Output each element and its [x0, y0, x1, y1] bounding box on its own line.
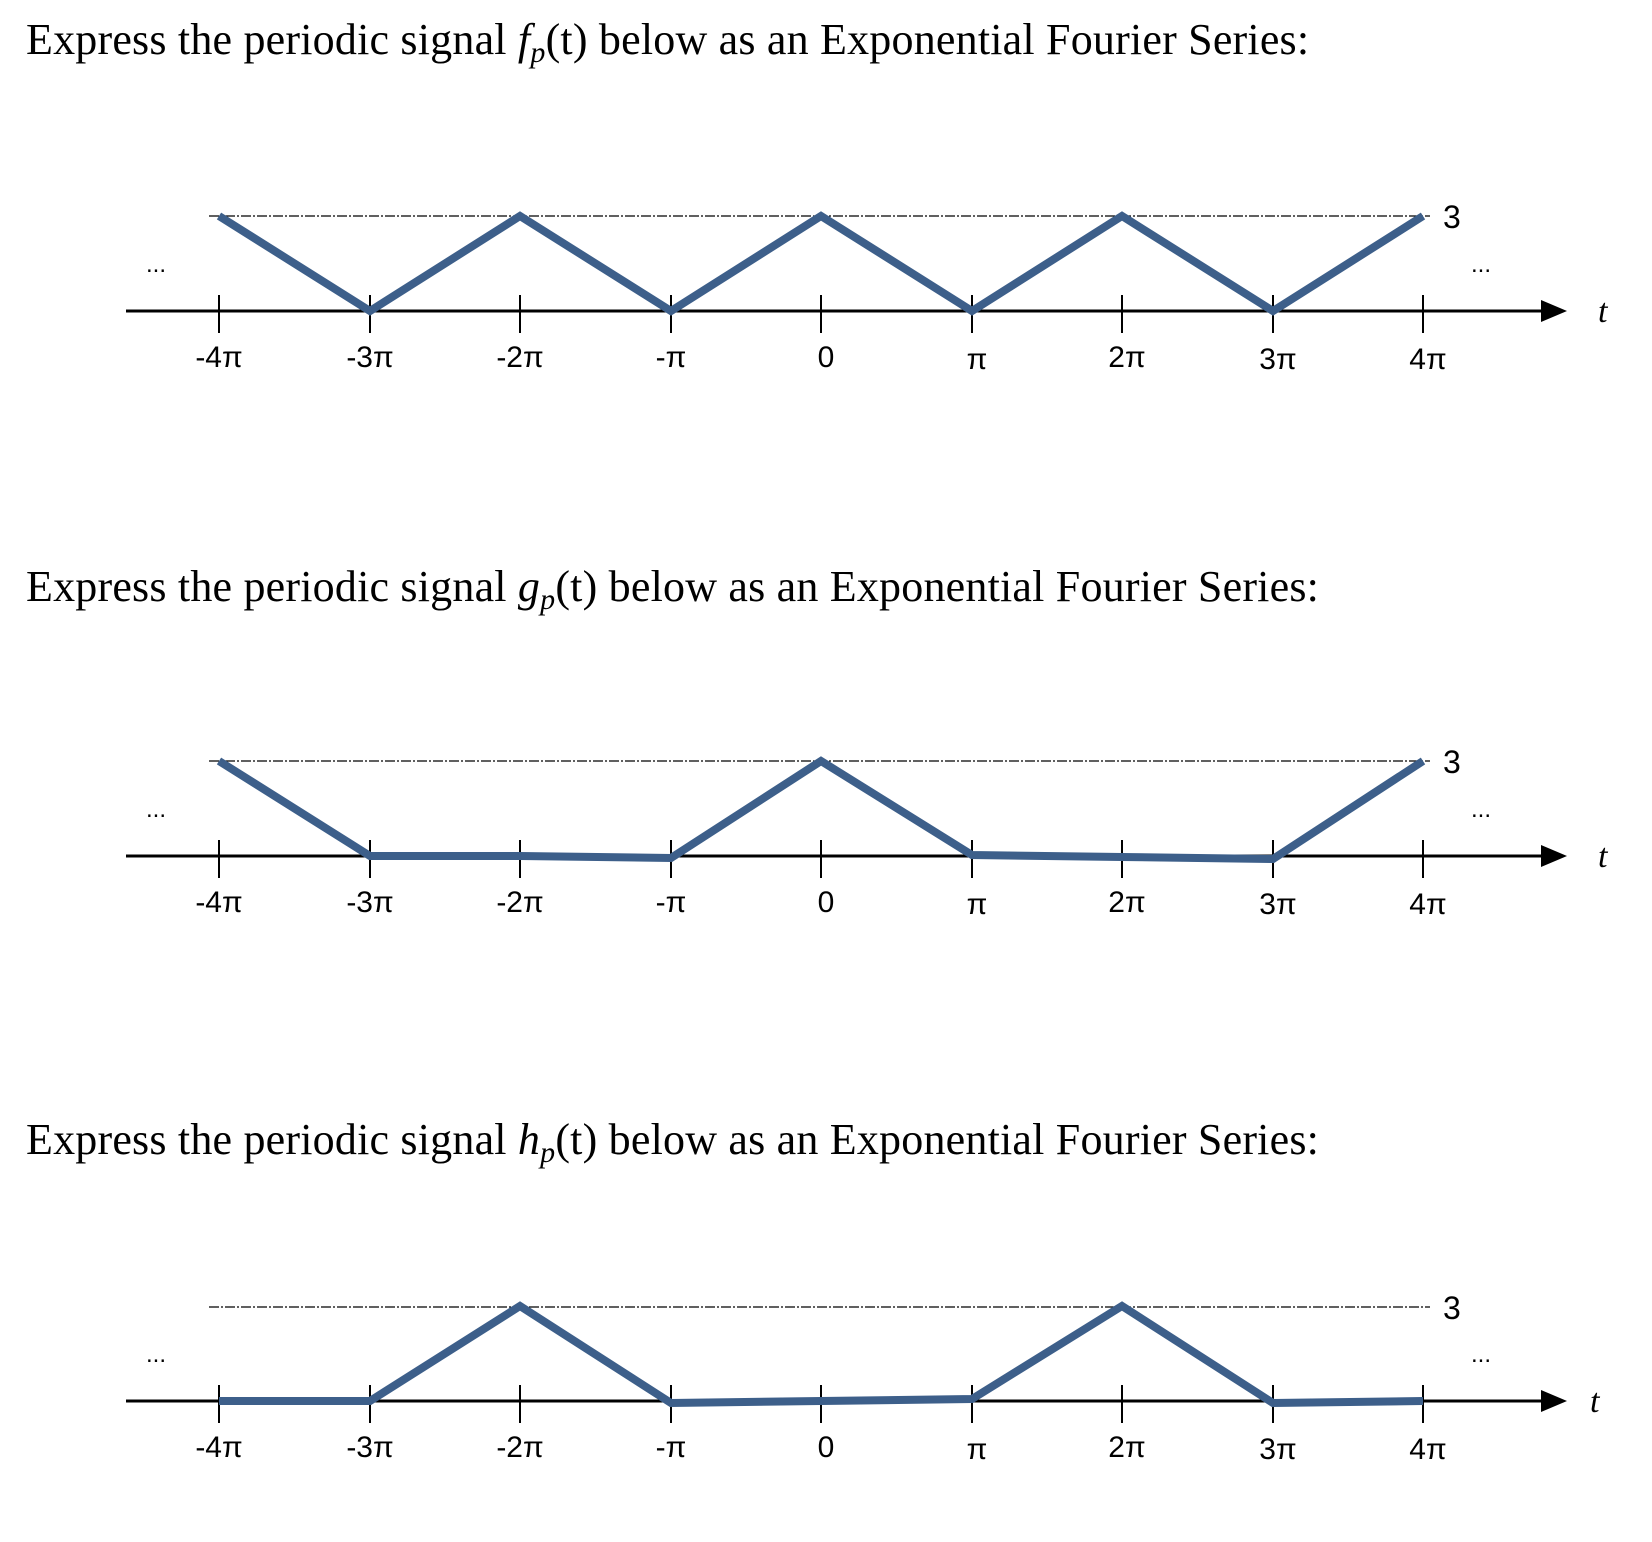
title-prefix: Express the periodic signal: [26, 1115, 518, 1164]
problem-2-title: Express the periodic signal gp(t) below …: [26, 562, 1320, 615]
title-prefix: Express the periodic signal: [26, 562, 518, 611]
tick-label: -4π: [195, 341, 242, 374]
tick-label: -4π: [195, 1431, 242, 1464]
plot-g: -4π -3π -2π -π 0 π 2π 3π 4π 3 ... ... t: [126, 744, 1609, 921]
tick-labels: -4π -3π -2π -π 0 π 2π 3π 4π: [195, 341, 1446, 376]
tick-label: -π: [656, 886, 687, 919]
tick-label: -2π: [496, 886, 543, 919]
tick-label: 2π: [1108, 1431, 1145, 1464]
ticks: [218, 295, 1424, 333]
tick-label: -3π: [346, 886, 393, 919]
tick-label: -4π: [195, 886, 242, 919]
tick-label: π: [967, 888, 988, 921]
tick-label: 0: [818, 886, 835, 919]
tick-labels: -4π -3π -2π -π 0 π 2π 3π 4π: [195, 886, 1446, 921]
plot-f: -4π -3π -2π -π 0 π 2π 3π 4π 3 ... ... t: [126, 199, 1609, 376]
function-subscript: p: [540, 583, 556, 616]
function-subscript: p: [540, 1136, 556, 1169]
tick-label: 2π: [1108, 341, 1145, 374]
tick-label: -3π: [346, 341, 393, 374]
level-label: 3: [1443, 199, 1461, 235]
title-suffix: below as an Exponential Fourier Series:: [597, 562, 1320, 611]
axis-arrow-icon: [1541, 845, 1567, 867]
plot-h: -4π -3π -2π -π 0 π 2π 3π 4π 3 ... ... t: [126, 1290, 1601, 1466]
level-label: 3: [1443, 1290, 1461, 1326]
signal-f: [216, 211, 1426, 316]
axis-label-t: t: [1590, 1383, 1601, 1420]
function-argument: (t): [545, 15, 588, 64]
function-letter: f: [517, 15, 531, 64]
function-argument: (t): [555, 1115, 598, 1164]
ellipsis-right: ...: [1471, 1341, 1491, 1368]
function-subscript: p: [530, 36, 546, 69]
ellipsis-right: ...: [1471, 251, 1491, 278]
tick-label: -2π: [496, 341, 543, 374]
tick-labels: -4π -3π -2π -π 0 π 2π 3π 4π: [195, 1431, 1446, 1466]
signal-h: [219, 1301, 1424, 1408]
tick-label: π: [967, 1433, 988, 1466]
title-suffix: below as an Exponential Fourier Series:: [597, 1115, 1320, 1164]
tick-label: 4π: [1409, 888, 1446, 921]
tick-label: -π: [656, 341, 687, 374]
tick-label: -π: [656, 1431, 687, 1464]
ellipsis-left: ...: [146, 796, 166, 823]
function-letter: g: [517, 562, 541, 611]
problem-3-title: Express the periodic signal hp(t) below …: [26, 1115, 1320, 1168]
title-suffix: below as an Exponential Fourier Series:: [587, 15, 1310, 64]
tick-label: 2π: [1108, 886, 1145, 919]
function-letter: h: [517, 1115, 541, 1164]
tick-label: 0: [818, 1431, 835, 1464]
function-name: gp(t): [517, 562, 598, 615]
tick-label: -3π: [346, 1431, 393, 1464]
tick-label: 3π: [1259, 888, 1296, 921]
signal-g: [216, 756, 1426, 864]
function-name: fp(t): [517, 15, 588, 68]
level-label: 3: [1443, 744, 1461, 780]
function-argument: (t): [555, 562, 598, 611]
tick-label: π: [967, 343, 988, 376]
tick-label: -2π: [496, 1431, 543, 1464]
axis-arrow-icon: [1541, 300, 1567, 322]
function-name: hp(t): [517, 1115, 598, 1168]
tick-label: 3π: [1259, 1433, 1296, 1466]
tick-label: 0: [818, 341, 835, 374]
ellipsis-right: ...: [1471, 796, 1491, 823]
tick-label: 4π: [1409, 1433, 1446, 1466]
ellipsis-left: ...: [146, 1341, 166, 1368]
title-prefix: Express the periodic signal: [26, 15, 518, 64]
axis-label-t: t: [1598, 838, 1609, 875]
tick-label: 3π: [1259, 343, 1296, 376]
axis-arrow-icon: [1541, 1390, 1567, 1412]
ellipsis-left: ...: [146, 251, 166, 278]
axis-label-t: t: [1598, 293, 1609, 330]
tick-label: 4π: [1409, 343, 1446, 376]
problem-1-title: Express the periodic signal fp(t) below …: [26, 15, 1310, 68]
